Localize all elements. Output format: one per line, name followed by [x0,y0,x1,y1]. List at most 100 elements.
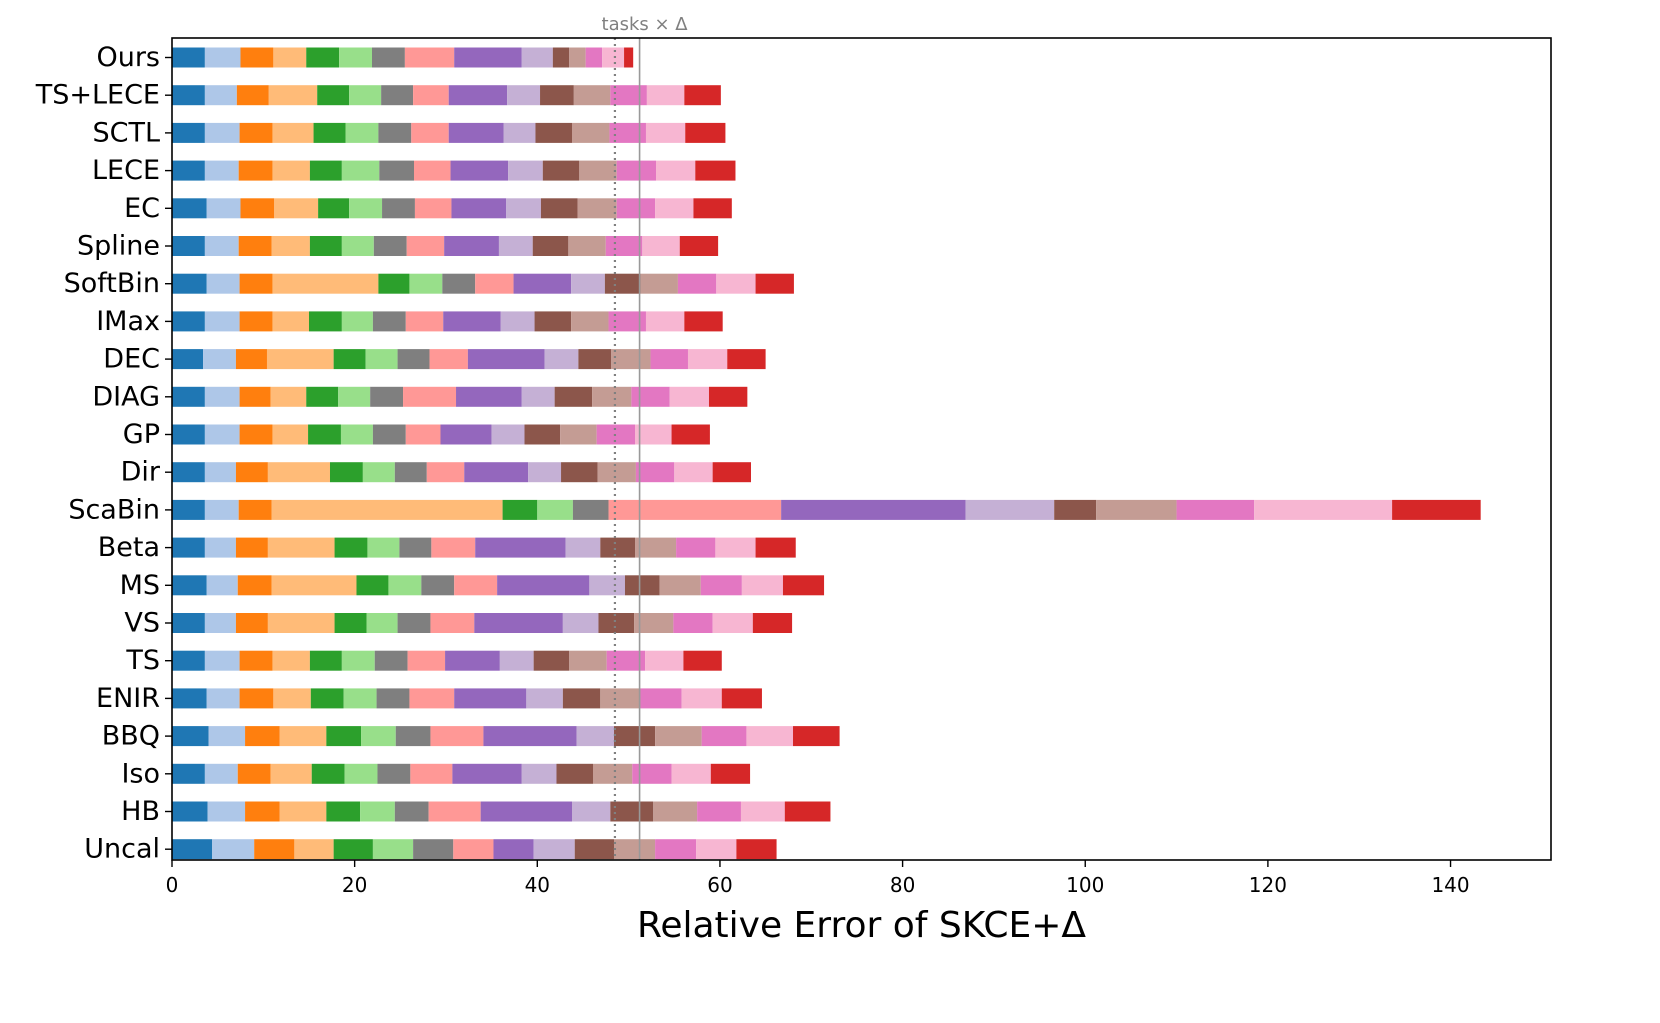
y-tick-label: Uncal [84,834,160,865]
bar-segment-gp-10 [491,424,525,445]
bar-segment-hb-6 [360,801,395,822]
bar-segment-vs-14 [712,613,753,633]
bar-segment-dir-11 [561,462,598,483]
y-tick-label: Iso [121,758,160,789]
bar-segment-ours-6 [339,47,372,68]
bar-segment-vs-15 [752,613,793,633]
bar-segment-imax-12 [571,311,609,332]
bar-segment-ts-5 [309,650,342,671]
bar-segments [172,47,1481,860]
bar-segment-dec-9 [467,349,545,370]
bar-segment-ec-4 [274,198,319,219]
bar-segment-ts-9 [445,650,500,671]
bar-segment-bbq-12 [655,726,702,747]
bar-segment-ours-1 [172,47,205,68]
bar-segment-ms-12 [659,575,701,596]
bar-segment-bbq-13 [701,726,747,747]
bar-segment-imax-11 [534,311,572,332]
bar-segment-gp-8 [405,424,441,445]
bar-segment-spline-3 [238,236,272,256]
bar-segment-ts-lece-11 [540,85,574,106]
bar-segment-ts-lece-8 [413,85,449,106]
bar-segment-dec-7 [397,349,430,370]
bar-segment-softbin-14 [716,273,756,294]
bar-segment-iso-11 [556,763,594,784]
bar-segment-enir-15 [721,688,762,709]
x-tick-label: 20 [342,873,367,897]
y-tick-label: IMax [96,306,160,337]
bar-segment-ec-5 [318,198,350,219]
bar-segment-imax-3 [239,311,273,332]
bar-segment-iso-9 [452,763,522,784]
bar-segment-sctl-15 [685,122,726,143]
bar-segment-ts-lece-9 [448,85,508,106]
bar-segment-iso-5 [311,763,345,784]
bar-segment-scabin-15 [1392,499,1481,520]
bar-segment-gp-6 [340,424,373,445]
y-tick-label: EC [124,193,160,224]
bar-segment-ours-7 [372,47,405,68]
bar-segment-bbq-9 [483,726,577,747]
bar-segment-beta-3 [235,537,268,558]
bar-segment-enir-11 [562,688,601,709]
bar-segment-gp-7 [372,424,406,445]
bar-segment-ours-13 [585,47,603,68]
bar-segment-bbq-14 [746,726,794,747]
bar-segment-enir-7 [376,688,410,709]
bar-segment-spline-14 [642,236,680,256]
bar-segment-spline-7 [373,236,407,256]
bar-segment-beta-12 [635,537,677,558]
bar-segment-sctl-6 [345,122,379,143]
bar-segment-ec-12 [577,198,617,219]
bar-segment-dec-8 [429,349,468,370]
bar-segment-beta-10 [565,537,601,558]
bar-segment-spline-6 [341,236,374,256]
bar-segment-dec-6 [365,349,398,370]
bar-segment-ec-15 [693,198,732,219]
bar-segment-softbin-1 [172,273,207,294]
bar-segment-scabin-13 [1176,499,1255,520]
bar-segment-lece-9 [450,160,509,181]
bar-segment-scabin-4 [271,499,503,520]
bar-segment-iso-10 [521,763,557,784]
bar-segment-ms-10 [589,575,625,596]
axes-frame [171,37,1552,861]
bar-segment-gp-2 [204,424,240,445]
bar-segment-ours-14 [602,47,625,68]
bar-segment-uncal-13 [655,839,697,860]
bar-segment-spline-1 [172,236,205,256]
bar-segment-dir-2 [204,462,236,483]
bar-segment-bbq-1 [172,726,209,747]
x-tick-label: 60 [707,873,732,897]
x-axis: 0 20 40 60 80 100 120 140 [166,860,1470,897]
ref-line-label: tasks × Δ [602,14,689,35]
bar-segment-imax-10 [500,311,535,332]
bar-segment-ours-9 [454,47,522,68]
bar-segment-imax-5 [308,311,342,332]
bar-segment-hb-9 [480,801,572,822]
bar-segment-enir-1 [172,688,207,709]
bar-segment-diag-6 [338,386,371,407]
bar-segment-imax-2 [204,311,240,332]
bar-segment-scabin-3 [238,499,272,520]
bar-segment-ec-6 [349,198,383,219]
bar-segment-dir-7 [394,462,427,483]
bar-segment-scabin-2 [204,499,239,520]
bar-segment-enir-14 [681,688,722,709]
bar-segment-enir-8 [409,688,455,709]
bar-segment-ts-lece-13 [610,85,647,106]
bar-segment-lece-15 [695,160,736,181]
bar-segment-diag-10 [521,386,555,407]
bar-segment-iso-13 [632,763,672,784]
bar-segment-imax-7 [372,311,406,332]
bar-segment-diag-9 [456,386,522,407]
bar-segment-ours-11 [552,47,570,68]
bar-segment-ours-2 [204,47,241,68]
bar-segment-sctl-4 [272,122,314,143]
bar-segment-ts-8 [407,650,446,671]
bar-segment-enir-9 [454,688,527,709]
bar-segment-spline-9 [444,236,499,256]
bar-segment-ts-lece-10 [507,85,541,106]
bar-segment-diag-2 [204,386,240,407]
bar-segment-ms-1 [172,575,207,596]
